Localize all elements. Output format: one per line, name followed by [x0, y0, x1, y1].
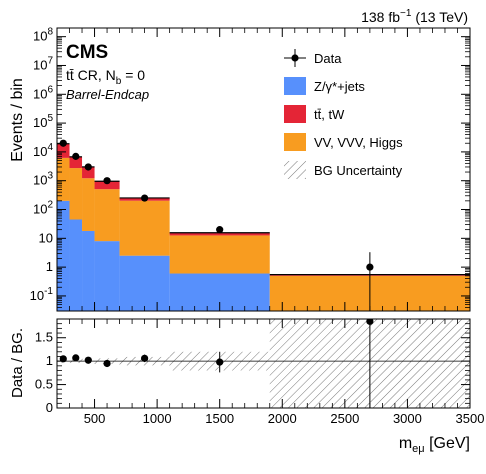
ratio-point [59, 355, 67, 363]
y-tick-label: 103 [33, 171, 53, 188]
ratio-content [57, 319, 470, 408]
x-tick-label: 3000 [393, 411, 422, 426]
y-tick-label: 104 [33, 142, 53, 159]
ratio-y-tick-label: 1 [46, 353, 53, 368]
x-tick-label: 2000 [268, 411, 297, 426]
main-panel: 10-1 1 10 102 103 104 105 106 107 108 [30, 27, 471, 312]
legend-label: BG Uncertainty [314, 163, 403, 178]
legend-item: tt̄, tW [284, 105, 345, 123]
y-tick-label: 10 [39, 230, 53, 245]
ratio-y-tick-label: 0 [46, 400, 53, 415]
y-tick-label: 102 [33, 200, 53, 217]
legend-label: VV, VVV, Higgs [314, 135, 403, 150]
data-point [84, 163, 92, 171]
legend-item: BG Uncertainty [284, 161, 403, 179]
x-axis-label: meμ [GeV] [399, 435, 470, 455]
ratio-y-axis-label: Data / BG. [9, 328, 26, 398]
ratio-point [141, 354, 149, 362]
data-point [141, 194, 149, 202]
legend-swatch [284, 133, 306, 151]
data-point [366, 263, 374, 271]
data-point [72, 152, 80, 160]
x-tick-label: 1000 [143, 411, 172, 426]
ratio-point [72, 354, 80, 362]
stack-bars [57, 143, 470, 311]
legend-label: Data [314, 51, 342, 66]
data-points [59, 139, 374, 311]
ratio-panel: 0 0.5 1 1.5 500 1000 1500 2000 2500 3000 3500 [35, 318, 485, 426]
bar [82, 178, 95, 231]
legend-item: Z/γ*+jets [284, 77, 365, 95]
ratio-y-tick-label: 0.5 [35, 377, 53, 392]
x-tick-label: 2500 [330, 411, 359, 426]
bar [169, 235, 270, 274]
legend-marker [291, 54, 299, 62]
bar [82, 166, 95, 179]
bar [69, 156, 83, 169]
ratio-point [216, 358, 224, 366]
y-tick-label: 107 [33, 55, 53, 72]
legend-label: Z/γ*+jets [314, 79, 365, 94]
ratio-point [103, 359, 111, 368]
x-tick-label: 1500 [205, 411, 234, 426]
data-point [59, 139, 67, 147]
bar [94, 181, 120, 190]
main-frame [56, 27, 471, 312]
ratio-frame [56, 318, 471, 409]
region-label: tt̄ CR, Nb = 0 [66, 67, 145, 87]
y-tick-label: 1 [46, 259, 53, 274]
x-tick-label: 3500 [456, 411, 485, 426]
data-point [216, 226, 224, 234]
bar [119, 200, 170, 256]
y-tick-label: 108 [33, 27, 53, 44]
experiment-label: CMS [66, 42, 108, 63]
lumi-label: 138 fb−1 (13 TeV) [361, 8, 468, 25]
region-sublabel: Barrel-Endcap [66, 87, 149, 102]
ratio-point [84, 356, 92, 364]
legend-item: VV, VVV, Higgs [284, 133, 403, 151]
ratio-y-tick-label: 1.5 [35, 330, 53, 345]
data-point [103, 177, 111, 185]
legend: Data Z/γ*+jets tt̄, tW VV, VVV, Higgs BG Unc… [284, 49, 403, 179]
bar [69, 168, 83, 220]
bar [69, 219, 83, 311]
y-tick-label: 105 [33, 113, 53, 130]
legend-swatch [284, 105, 306, 123]
bar [57, 200, 70, 311]
legend-item: Data [284, 49, 342, 67]
bar [169, 232, 270, 236]
y-tick-label: 10-1 [30, 286, 54, 303]
legend-swatch [284, 77, 306, 95]
bar [94, 189, 120, 242]
legend-swatch [284, 161, 306, 179]
x-tick-label: 500 [84, 411, 106, 426]
bar [82, 230, 95, 311]
bar [57, 157, 70, 201]
bar [94, 241, 120, 311]
y-axis-label: Events / bin [9, 78, 26, 162]
y-tick-label: 106 [33, 84, 53, 101]
legend-label: tt̄, tW [314, 107, 345, 122]
bar [119, 255, 170, 311]
